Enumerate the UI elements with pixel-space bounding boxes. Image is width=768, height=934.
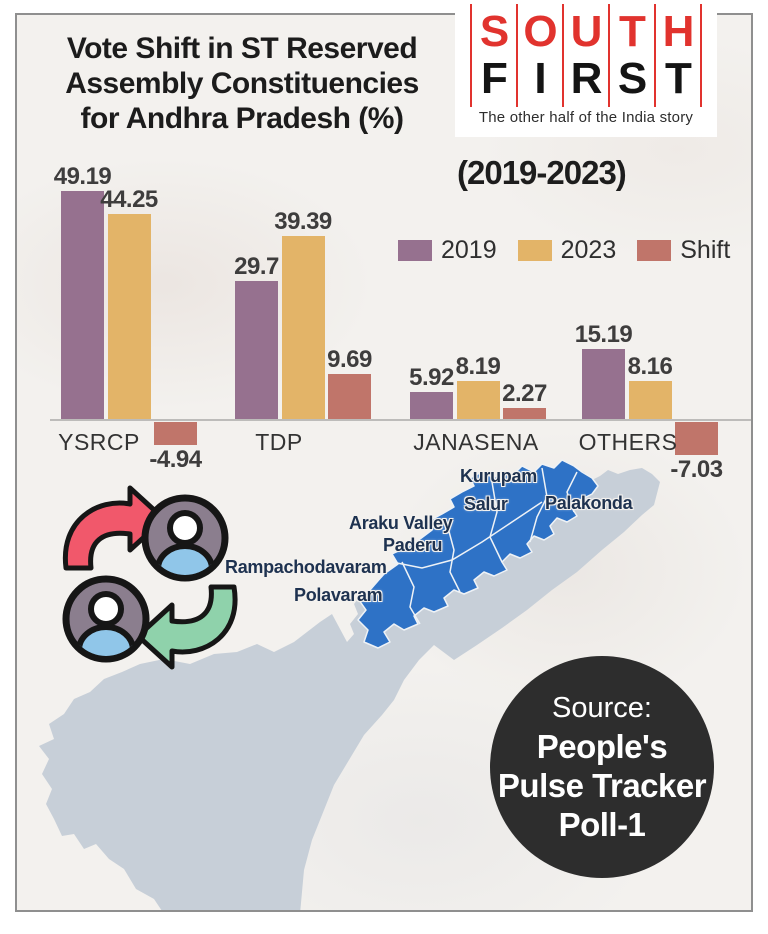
green-shift-arrow <box>135 584 238 670</box>
title-line-3: for Andhra Pradesh (%) <box>80 102 404 135</box>
logo-letter-separator <box>608 50 610 107</box>
legend-swatch <box>517 240 552 261</box>
source-line-1: People's <box>536 728 668 765</box>
logo-letter-separator <box>654 50 656 107</box>
state-shape <box>39 464 660 910</box>
source-line-3: Poll-1 <box>558 806 646 843</box>
page-title: Vote Shift in ST Reserved Assembly Const… <box>42 31 442 136</box>
period-label: (2019-2023) <box>457 154 627 191</box>
infographic-frame: Vote Shift in ST Reserved Assembly Const… <box>15 13 753 912</box>
constituency-borders <box>391 467 578 625</box>
logo-letter-separator <box>608 3 610 60</box>
title-line-2: Assembly Constituencies <box>65 67 419 100</box>
logo-letter-separator <box>654 3 656 60</box>
legend-item-2019: 2019 <box>398 236 497 265</box>
logo-letter: R <box>570 53 603 103</box>
logo-letter: T <box>619 6 646 56</box>
logo-letter: U <box>570 6 603 56</box>
map-label-kurupam: Kurupam <box>460 466 537 486</box>
logo-letter: T <box>665 53 692 103</box>
logo-letter-separator <box>562 50 564 107</box>
legend-label: 2023 <box>560 236 617 264</box>
title-line-1: Vote Shift in ST Reserved <box>66 32 418 65</box>
legend-item-2023: 2023 <box>517 236 617 265</box>
logo-letter: S <box>617 53 647 103</box>
logo-letter-separator <box>470 3 472 60</box>
logo-letter-separator <box>700 50 702 107</box>
red-shift-arrow <box>62 485 167 571</box>
legend-swatch <box>398 240 432 261</box>
st-constituency-belt <box>357 459 599 649</box>
map-label-salur: Salur <box>464 494 508 514</box>
map-label-palakonda: Palakonda <box>545 493 633 513</box>
legend-swatch <box>637 240 672 261</box>
map-label-araku-valley: Araku Valley <box>349 513 453 533</box>
logo-letter: O <box>523 6 557 56</box>
source-prefix: Source: <box>552 692 652 724</box>
logo-letter-separator <box>700 3 702 60</box>
logo-letter-separator <box>516 50 518 107</box>
voter-swap-icon <box>62 485 238 670</box>
logo-letter-separator <box>516 3 518 60</box>
legend-item-shift: Shift <box>637 236 730 265</box>
legend-label: 2019 <box>441 236 497 264</box>
legend-label: Shift <box>680 236 731 264</box>
chart-legend: 2019 2023 Shift <box>398 236 730 265</box>
logo-letter: H <box>662 6 695 56</box>
andhra-pradesh-map <box>39 459 660 910</box>
source-line-2: Pulse Tracker <box>497 767 707 804</box>
map-label-paderu: Paderu <box>383 535 443 555</box>
source-badge: Source: People's Pulse Tracker Poll-1 <box>490 656 714 878</box>
map-label-polavaram: Polavaram <box>294 585 383 605</box>
logo-letter: F <box>481 53 508 103</box>
logo-letter-separator <box>562 3 564 60</box>
logo-letter-separator <box>470 50 472 107</box>
logo-tagline: The other half of the India story <box>478 109 694 126</box>
logo-letter: S <box>479 6 509 56</box>
map-label-rampachodavaram: Rampachodavaram <box>225 557 387 577</box>
logo-letter: I <box>534 53 546 103</box>
